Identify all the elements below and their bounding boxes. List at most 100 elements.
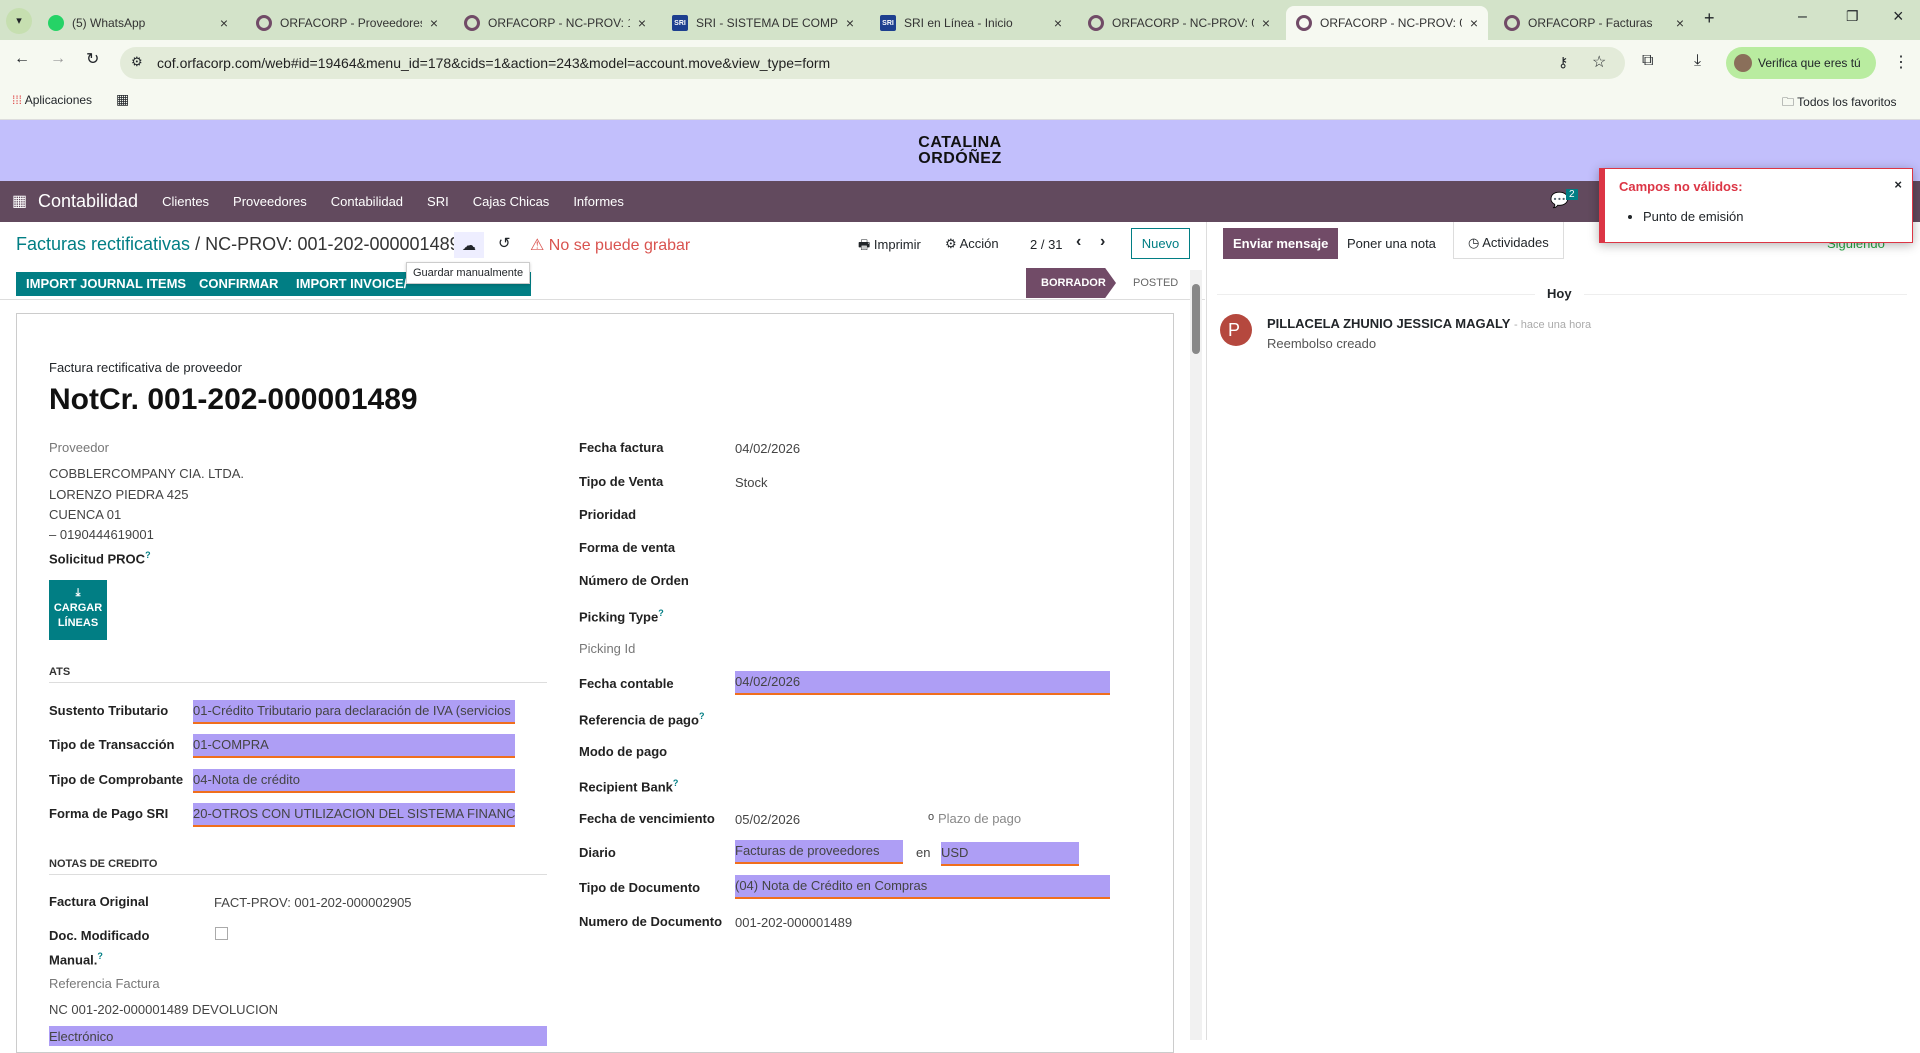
- notification-close-button[interactable]: ×: [1894, 177, 1902, 192]
- import-journal-items-button[interactable]: IMPORT JOURNAL ITEMS: [16, 272, 197, 296]
- field-value-fecha-contable[interactable]: 04/02/2026: [735, 671, 1110, 695]
- message-body: Reembolso creado: [1267, 336, 1377, 351]
- help-icon[interactable]: ?: [672, 778, 679, 788]
- nav-menu-proveedores[interactable]: Proveedores: [233, 194, 307, 209]
- currency-field[interactable]: USD: [941, 842, 1079, 866]
- tab-groups-icon[interactable]: ▦: [116, 91, 130, 107]
- back-button[interactable]: ←: [14, 50, 30, 67]
- avatar: [1734, 54, 1752, 72]
- pager-value[interactable]: 2 / 31: [1030, 237, 1063, 252]
- nav-menu-cajas-chicas[interactable]: Cajas Chicas: [472, 194, 550, 209]
- close-tab-icon[interactable]: ×: [637, 15, 646, 31]
- app-menu-icon[interactable]: ▦: [12, 193, 28, 210]
- bookmark-apps[interactable]: ⁞⁞⁞ Aplicaciones: [12, 93, 93, 107]
- nav-menu-informes[interactable]: Informes: [573, 194, 624, 209]
- field-value-fecha-factura[interactable]: 04/02/2026: [735, 441, 801, 456]
- breadcrumb-current: NC-PROV: 001-202-000001489: [205, 234, 460, 254]
- browser-tab[interactable]: ORFACORP - NC-PROV: 0 ×: [1078, 6, 1280, 40]
- nav-menu-clientes[interactable]: Clientes: [162, 194, 210, 209]
- close-tab-icon[interactable]: ×: [219, 15, 228, 31]
- payment-term-input[interactable]: Plazo de pago: [938, 811, 1022, 826]
- close-tab-icon[interactable]: ×: [845, 15, 854, 31]
- partner-label: Proveedor: [49, 440, 109, 455]
- site-info-icon[interactable]: ⚙: [131, 54, 143, 69]
- form-scrollbar[interactable]: [1190, 270, 1202, 1040]
- url-input[interactable]: cof.orfacorp.com/web#id=19464&menu_id=17…: [120, 47, 1625, 79]
- referencia-factura-value[interactable]: NC 001-202-000001489 DEVOLUCION: [49, 1002, 279, 1017]
- restore-button[interactable]: ❐: [1846, 8, 1859, 24]
- partner-address-line[interactable]: COBBLERCOMPANY CIA. LTDA.: [49, 466, 245, 481]
- sri-icon: SRI: [880, 15, 896, 31]
- save-cloud-button[interactable]: ☁: [454, 232, 484, 258]
- new-tab-button[interactable]: +: [1704, 8, 1715, 28]
- reload-button[interactable]: ↻: [86, 51, 100, 68]
- tipo-comprobante-field[interactable]: 04-Nota de crédito: [193, 769, 515, 793]
- help-icon[interactable]: ?: [97, 951, 103, 961]
- odoo-icon: [1504, 15, 1520, 31]
- close-tab-icon[interactable]: ×: [1675, 15, 1684, 31]
- field-value-numero-de-documento[interactable]: 001-202-000001489: [735, 915, 853, 930]
- nav-app-name[interactable]: Contabilidad: [38, 191, 139, 211]
- status-borrador[interactable]: BORRADOR: [1026, 268, 1116, 298]
- browser-tab[interactable]: ORFACORP - Proveedores ×: [246, 6, 448, 40]
- browser-tab[interactable]: (5) WhatsApp ×: [38, 6, 238, 40]
- messages-icon[interactable]: 💬: [1550, 192, 1569, 209]
- download-icon[interactable]: ⤓: [1694, 52, 1702, 69]
- send-message-button[interactable]: Enviar mensaje: [1223, 228, 1339, 259]
- action-button[interactable]: ⚙ Acción: [945, 236, 999, 251]
- browser-menu-icon[interactable]: ⋮: [1893, 54, 1909, 71]
- activities-button[interactable]: ◷ Actividades: [1453, 222, 1564, 259]
- help-icon[interactable]: ?: [658, 608, 664, 618]
- field-value-tipo-de-documento[interactable]: (04) Nota de Crédito en Compras: [735, 875, 1110, 899]
- nav-menu-contabilidad[interactable]: Contabilidad: [330, 194, 404, 209]
- browser-tab[interactable]: SRI SRI en Línea - Inicio ×: [870, 6, 1072, 40]
- notification-list: Punto de emisión: [1643, 209, 1743, 224]
- status-posted[interactable]: POSTED: [1133, 277, 1179, 289]
- field-value-fecha-de-vencimiento[interactable]: 05/02/2026: [735, 812, 801, 827]
- field-value-diario[interactable]: Facturas de proveedores: [735, 840, 903, 864]
- pager-previous-icon[interactable]: ‹: [1076, 233, 1082, 250]
- odoo-icon: [1088, 15, 1104, 31]
- log-note-button[interactable]: Poner una nota: [1347, 236, 1436, 251]
- nav-menu-sri[interactable]: SRI: [427, 194, 449, 209]
- close-window-button[interactable]: ×: [1893, 6, 1904, 26]
- field-value-tipo-de-venta[interactable]: Stock: [735, 475, 768, 490]
- password-key-icon[interactable]: ⚷: [1558, 54, 1569, 70]
- field-label: Tipo de Venta: [579, 474, 664, 489]
- tab-search-button[interactable]: ▾: [6, 8, 32, 34]
- doc-modificado-checkbox[interactable]: [215, 927, 228, 940]
- confirm-button[interactable]: CONFIRMAR: [189, 272, 289, 296]
- help-icon[interactable]: ?: [698, 711, 705, 721]
- tipo-transaccion-field[interactable]: 01-COMPRA: [193, 734, 515, 758]
- partner-address-line: LORENZO PIEDRA 425: [49, 487, 189, 502]
- sri-icon: SRI: [672, 15, 688, 31]
- printer-icon: 🖶: [858, 237, 871, 252]
- field-label: Referencia de pago?: [579, 711, 705, 728]
- factura-original-link[interactable]: FACT-PROV: 001-202-000002905: [214, 895, 412, 910]
- bookmark-star-icon[interactable]: ☆: [1592, 54, 1607, 71]
- minimize-button[interactable]: –: [1798, 8, 1807, 25]
- browser-tab-active[interactable]: ORFACORP - NC-PROV: 0 ×: [1286, 6, 1488, 40]
- close-tab-icon[interactable]: ×: [1053, 15, 1062, 31]
- electronico-field[interactable]: Electrónico: [49, 1026, 547, 1046]
- field-label: Sustento Tributario: [49, 703, 169, 718]
- print-button[interactable]: 🖶 Imprimir: [858, 237, 921, 252]
- forward-button[interactable]: →: [50, 50, 66, 67]
- browser-tab[interactable]: ORFACORP - NC-PROV: 1 ×: [454, 6, 656, 40]
- close-tab-icon[interactable]: ×: [1261, 15, 1270, 31]
- all-bookmarks[interactable]: 🗀 Todos los favoritos: [1782, 95, 1897, 109]
- breadcrumb-parent[interactable]: Facturas rectificativas: [16, 234, 191, 254]
- pager-next-icon[interactable]: ›: [1100, 233, 1106, 250]
- verify-profile-button[interactable]: Verifica que eres tú: [1726, 47, 1876, 79]
- browser-tab[interactable]: ORFACORP - Facturas ×: [1494, 6, 1694, 40]
- extensions-icon[interactable]: ⧉: [1642, 52, 1654, 69]
- forma-pago-sri-field[interactable]: 20-OTROS CON UTILIZACION DEL SISTEMA FIN…: [193, 803, 515, 827]
- sustento-tributario-field[interactable]: 01-Crédito Tributario para declaración d…: [193, 700, 515, 724]
- close-tab-icon[interactable]: ×: [1469, 15, 1478, 31]
- browser-tab[interactable]: SRI SRI - SISTEMA DE COMPR ×: [662, 6, 864, 40]
- new-button[interactable]: Nuevo: [1131, 228, 1190, 259]
- help-icon[interactable]: ?: [145, 550, 151, 560]
- close-tab-icon[interactable]: ×: [429, 15, 438, 31]
- cargar-lineas-button[interactable]: ⤓ CARGAR LÍNEAS: [49, 580, 107, 640]
- discard-button[interactable]: ↺: [498, 235, 511, 252]
